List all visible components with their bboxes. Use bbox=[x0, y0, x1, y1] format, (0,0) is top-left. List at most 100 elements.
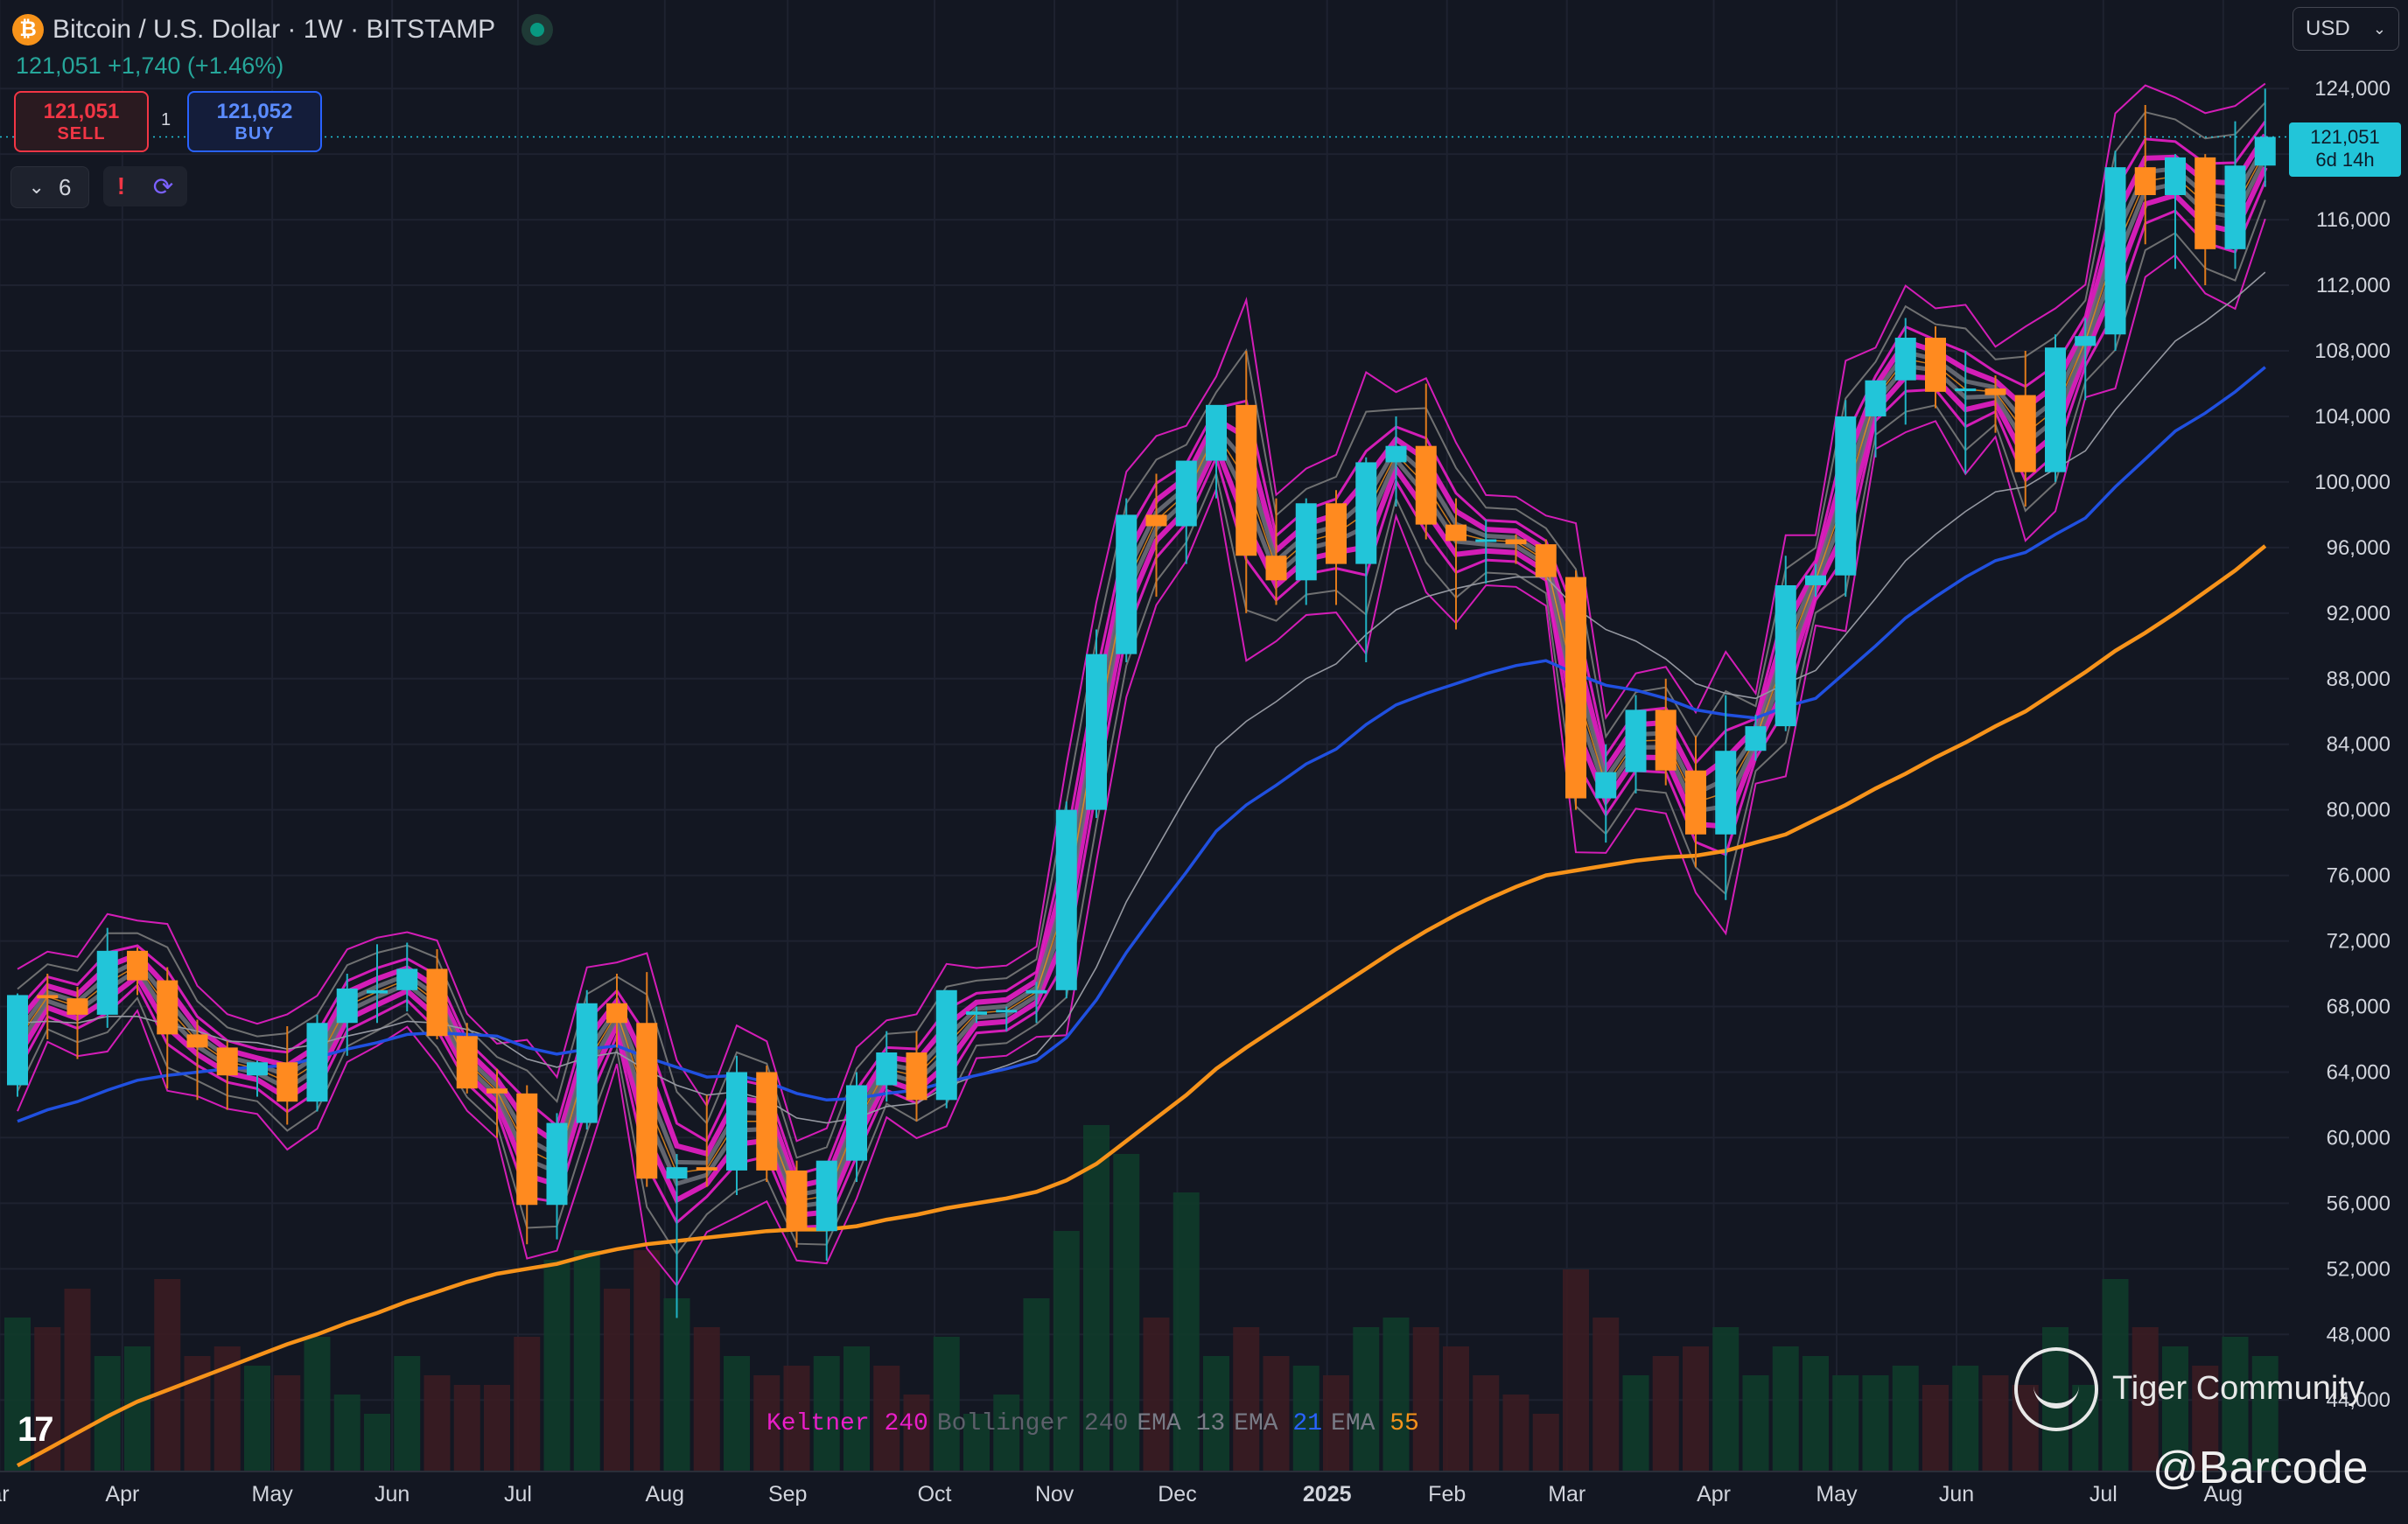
volume-bar bbox=[4, 1318, 31, 1472]
keltner-mid-band-upper bbox=[16, 121, 2267, 1177]
y-tick-label: 72,000 bbox=[2327, 930, 2390, 954]
indicator-legend[interactable]: Keltner 240 Bollinger 240 EMA 13 EMA 21 … bbox=[766, 1410, 1419, 1437]
candle-body bbox=[336, 988, 358, 1024]
symbol-title[interactable]: Bitcoin / U.S. Dollar · 1W · BITSTAMP bbox=[52, 15, 496, 44]
candle-body bbox=[1055, 809, 1077, 990]
price-change: 121,051 +1,740 (+1.46%) bbox=[16, 52, 284, 79]
buy-button[interactable]: 121,052 BUY bbox=[187, 91, 322, 152]
x-tick-label: May bbox=[1816, 1482, 1858, 1507]
bitcoin-icon: ₿ bbox=[12, 14, 44, 45]
volume-bar bbox=[1143, 1318, 1170, 1472]
candle-body bbox=[1206, 404, 1227, 461]
sell-button[interactable]: 121,051 SELL bbox=[14, 91, 149, 152]
legend-bollinger[interactable]: Bollinger 240 bbox=[936, 1410, 1129, 1437]
volume-bar bbox=[1712, 1327, 1740, 1472]
volume-bar bbox=[394, 1356, 421, 1472]
keltner-outer-band-lower bbox=[17, 218, 2266, 1288]
candle-body bbox=[396, 968, 418, 990]
x-tick-label: ar bbox=[0, 1482, 10, 1507]
y-tick-label: 124,000 bbox=[2314, 77, 2390, 101]
candle-body bbox=[876, 1052, 898, 1086]
keltner-outer-band-upper bbox=[17, 82, 2266, 1143]
volume-bar bbox=[1952, 1366, 1979, 1472]
volume-bar bbox=[1802, 1356, 1829, 1472]
volume-bar bbox=[1592, 1318, 1620, 1472]
volume-bar bbox=[1742, 1375, 1769, 1472]
candle-body bbox=[1175, 460, 1197, 527]
candlesticks bbox=[7, 88, 2276, 1318]
candle-body bbox=[1865, 380, 1886, 416]
chart-grid bbox=[0, 0, 2289, 1472]
volume-bar bbox=[2132, 1327, 2159, 1472]
legend-ema21[interactable]: EMA 21 bbox=[1234, 1410, 1323, 1437]
candle-body bbox=[1236, 404, 1257, 556]
time-axis: ar Apr May Jun Jul Aug Sep Oct Nov Dec 2025 Feb Mar A… bbox=[0, 1471, 2408, 1507]
y-tick-label: 92,000 bbox=[2327, 602, 2390, 626]
ema55-line bbox=[16, 544, 2267, 1468]
candle-body bbox=[2224, 165, 2246, 249]
x-tick-label: Mar bbox=[1548, 1482, 1586, 1507]
currency-select[interactable]: USD ⌄ bbox=[2292, 7, 2399, 51]
volume-bar bbox=[573, 1250, 600, 1472]
volume-bar bbox=[1683, 1346, 1709, 1472]
warning-icon[interactable]: ! bbox=[116, 172, 126, 199]
volume-bar bbox=[1652, 1356, 1679, 1472]
y-tick-label: 60,000 bbox=[2327, 1126, 2390, 1150]
legend-ema13[interactable]: EMA 13 bbox=[1137, 1410, 1226, 1437]
y-tick-label: 112,000 bbox=[2316, 274, 2390, 297]
candle-body bbox=[2014, 395, 2036, 472]
volume-bar bbox=[1473, 1375, 1500, 1472]
indicators-toggle[interactable]: ⌄ 6 bbox=[10, 166, 89, 208]
candle-body bbox=[37, 995, 59, 999]
y-tick-label: 100,000 bbox=[2314, 471, 2390, 494]
y-tick-label: 52,000 bbox=[2327, 1257, 2390, 1281]
volume-bar bbox=[1323, 1375, 1349, 1472]
last-price-tag: 121,051 6d 14h bbox=[2289, 122, 2401, 177]
candle-body bbox=[1625, 710, 1647, 772]
volume-bar bbox=[1982, 1375, 2009, 1472]
currency-label: USD bbox=[2306, 17, 2350, 40]
candle-body bbox=[276, 1062, 298, 1102]
sell-label: SELL bbox=[57, 123, 106, 143]
buy-price: 121,052 bbox=[216, 99, 293, 123]
volume-bar bbox=[1892, 1366, 1919, 1472]
candle-body bbox=[1685, 770, 1706, 835]
x-tick-label: Jul bbox=[2090, 1482, 2118, 1507]
volume-bar bbox=[1622, 1375, 1649, 1472]
market-status-icon[interactable] bbox=[522, 14, 554, 45]
x-tick-label: May bbox=[252, 1482, 294, 1507]
volume-bar bbox=[484, 1385, 510, 1472]
tradingview-logo[interactable]: 17 bbox=[18, 1410, 53, 1449]
candle-body bbox=[66, 998, 88, 1015]
volume-bar bbox=[543, 1260, 570, 1472]
indicators-count: 6 bbox=[58, 173, 72, 200]
candle-body bbox=[516, 1093, 538, 1206]
volume-bar bbox=[844, 1346, 870, 1472]
refresh-icon[interactable]: ⟳ bbox=[152, 172, 174, 200]
indicator-status[interactable]: ! ⟳ bbox=[103, 166, 187, 206]
candle-body bbox=[696, 1167, 718, 1171]
legend-ema55[interactable]: EMA 55 bbox=[1331, 1410, 1419, 1437]
y-tick-label: 68,000 bbox=[2327, 996, 2390, 1019]
volume-bar bbox=[1023, 1298, 1050, 1472]
candle-body bbox=[2194, 157, 2216, 249]
volume-bar bbox=[663, 1298, 690, 1472]
volume-bar bbox=[1412, 1327, 1439, 1472]
candle-body bbox=[1446, 524, 1466, 542]
candle-body bbox=[2254, 136, 2276, 166]
candle-body bbox=[1835, 416, 1857, 576]
volume-bar bbox=[1772, 1346, 1799, 1472]
legend-keltner[interactable]: Keltner 240 bbox=[766, 1410, 928, 1437]
symbol-header[interactable]: ₿ Bitcoin / U.S. Dollar · 1W · BITSTAMP bbox=[12, 12, 554, 47]
y-tick-label: 108,000 bbox=[2314, 339, 2390, 363]
band-core-lower bbox=[15, 157, 2268, 1209]
candle-body bbox=[1774, 584, 1796, 727]
candle-body bbox=[1565, 577, 1586, 799]
candle-body bbox=[1086, 654, 1107, 810]
candle-body bbox=[456, 1036, 478, 1089]
x-tick-label: Aug bbox=[2204, 1482, 2243, 1507]
candle-body bbox=[1505, 539, 1527, 545]
candle-body bbox=[1355, 462, 1377, 564]
candle-body bbox=[96, 950, 118, 1015]
